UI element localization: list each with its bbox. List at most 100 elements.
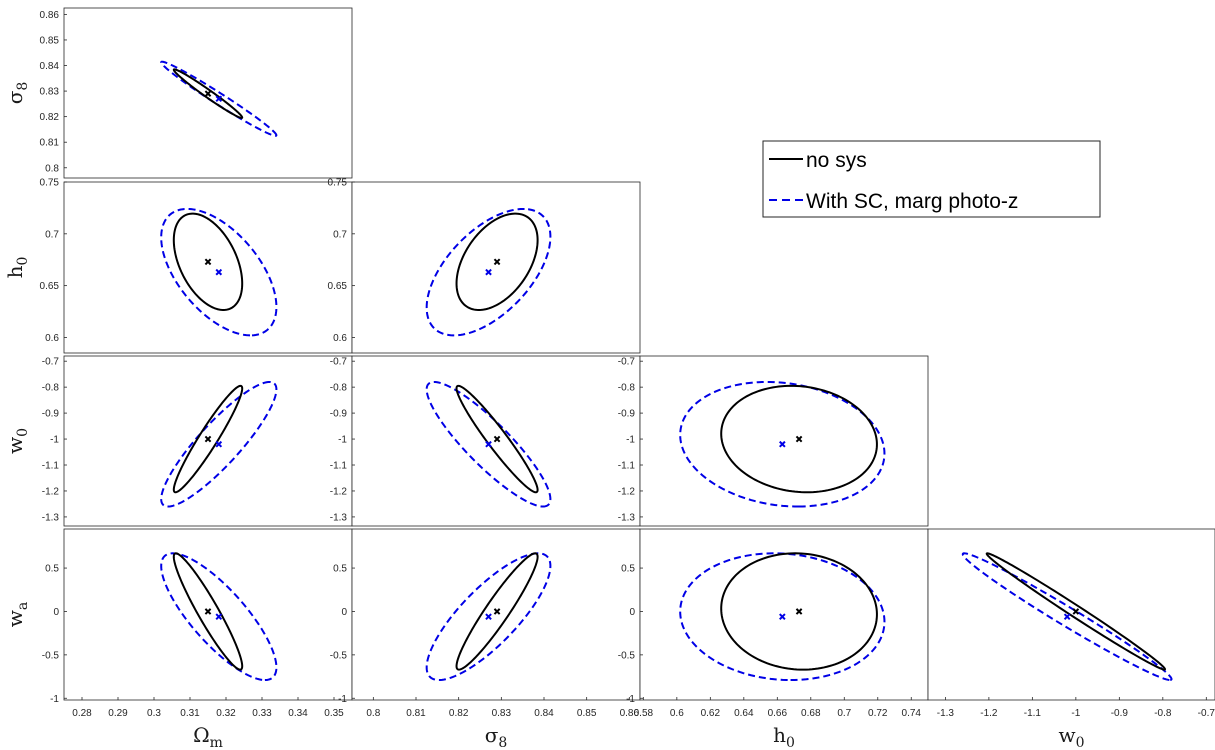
x-tick-label: 0.64: [734, 708, 754, 719]
x-tick-label: 0.85: [577, 708, 597, 719]
ellipse-group: [679, 380, 886, 508]
y-tick-label: -0.9: [42, 409, 60, 420]
panel-om-s8: 0.8 0.81 0.82 0.83 0.84 0.85 0.86: [40, 7, 353, 179]
axis-label-om: Ωm: [193, 723, 223, 750]
x-tick-label: 0.3: [147, 708, 161, 719]
y-tick-label: 0: [53, 607, 59, 618]
y-tick-label: -1: [50, 435, 59, 446]
axis-label-w0: w0: [3, 428, 31, 454]
ellipse-sc-marg-photoz: [679, 552, 886, 682]
y-tick-label: -0.7: [330, 357, 348, 368]
x-tick-label: 0.58: [634, 708, 654, 719]
y-tick-label: -1.3: [42, 512, 60, 523]
y-tick-label: 0.81: [40, 138, 60, 149]
axis-label-w0: w0: [1058, 723, 1084, 750]
panel-s8-w0: -1.3 -1.2 -1.1 -1 -0.9 -0.8 -0.7: [330, 355, 641, 527]
x-tick-label: 0.81: [406, 708, 426, 719]
y-tick-label: -1.3: [618, 512, 636, 523]
ellipse-no-sys: [172, 552, 244, 671]
panel-s8-h0: 0.6 0.65 0.7 0.75: [328, 178, 641, 354]
x-tick-label: 0.83: [492, 708, 512, 719]
axis-label-sub: a: [15, 602, 31, 610]
axis-label-h0: h0: [3, 257, 31, 279]
panel-s8-wa: -1 -0.5 0 0.5 0.8 0.81 0.82 0.83 0.84 0.85 0.86: [330, 528, 641, 719]
panel-om-h0: 0.6 0.65 0.7 0.75: [40, 178, 353, 354]
panel-h0-wa: -1 -0.5 0 0.5 0.58 0.6 0.62 0.64 0.66 0.68 0.7 0.72…: [618, 528, 929, 719]
fiducial-marker-nosys: [795, 435, 803, 443]
ellipse-no-sys: [985, 552, 1167, 671]
y-tick-label: -0.9: [330, 409, 348, 420]
y-tick-label: 0.65: [40, 281, 60, 292]
fiducial-marker-sc: [485, 268, 492, 276]
fiducial-marker-sc: [779, 613, 786, 620]
y-tick-label: -0.5: [330, 650, 348, 661]
x-tick-label: 0.66: [768, 708, 788, 719]
panel-frame: [63, 181, 353, 354]
x-tick-label: 0.8: [366, 708, 380, 719]
ellipse-group: [425, 552, 552, 682]
axis-label-s8: σ8: [485, 723, 508, 750]
x-tick-label: 0.68: [801, 708, 821, 719]
y-tick-label: 0.75: [328, 178, 348, 189]
y-tick-label: 0.7: [45, 229, 59, 240]
x-tick-label: 0.34: [288, 708, 308, 719]
y-tick-label: 0: [341, 607, 347, 618]
x-tick-label: 0.7: [837, 708, 851, 719]
ellipse-sc-marg-photoz: [425, 207, 552, 337]
x-tick-label: 0.72: [868, 708, 888, 719]
x-tick-label: 0.6: [670, 708, 684, 719]
fiducial-marker-sc: [215, 268, 223, 276]
x-tick-label: 0.74: [902, 708, 922, 719]
fiducial-marker-nosys: [204, 608, 212, 615]
ellipse-sc-marg-photoz: [160, 60, 278, 137]
axis-label-base: w: [1058, 723, 1075, 747]
axis-label-base: Ω: [193, 723, 210, 747]
axis-label-sub: 0: [15, 428, 31, 437]
x-tick-label: -0.9: [1111, 708, 1129, 719]
x-tick-label: -0.7: [1198, 708, 1215, 719]
y-tick-label: 0.5: [621, 564, 635, 575]
y-tick-label: 0: [629, 607, 635, 618]
legend-label-sc: With SC, marg photo-z: [806, 190, 1018, 213]
panel-h0-w0: -1.3 -1.2 -1.1 -1 -0.9 -0.8 -0.7: [618, 355, 929, 527]
y-tick-label: 0.75: [40, 178, 60, 189]
axis-label-sub: 0: [1076, 735, 1085, 750]
y-tick-label: -0.8: [42, 383, 60, 394]
fiducial-marker-sc: [215, 95, 223, 103]
fiducial-marker-sc: [779, 440, 786, 448]
ellipse-group: [425, 207, 552, 337]
ellipse-sc-marg-photoz: [679, 380, 886, 508]
axis-label-base: h: [3, 265, 27, 278]
axis-label-base: w: [3, 437, 27, 454]
fiducial-marker-nosys: [204, 90, 212, 97]
x-tick-label: 0.31: [180, 708, 200, 719]
panel-om-w0: -1.3 -1.2 -1.1 -1 -0.9 -0.8 -0.7: [42, 355, 353, 527]
y-tick-label: -1.2: [618, 486, 636, 497]
ellipse-no-sys: [455, 384, 539, 494]
x-tick-label: -1: [1071, 708, 1080, 719]
y-tick-label: -1.2: [42, 486, 60, 497]
y-tick-label: 0.7: [333, 229, 347, 240]
x-tick-label: 0.82: [449, 708, 469, 719]
y-tick-label: 0.6: [45, 333, 59, 344]
ellipse-group: [160, 207, 278, 337]
panel-om-wa: -1 -0.5 0 0.5 0.28 0.29 0.3 0.31 0.32 0.33 0.34 0.3…: [42, 528, 353, 719]
fiducial-marker-sc: [1063, 613, 1071, 620]
ellipse-group: [425, 380, 552, 508]
fiducial-marker-nosys: [493, 435, 501, 443]
ellipse-sc-marg-photoz: [160, 380, 278, 508]
y-tick-label: 0.5: [45, 564, 59, 575]
y-tick-label: 0.8: [45, 163, 59, 174]
ellipse-group: [160, 552, 278, 682]
panel-frame: [351, 528, 641, 701]
ellipse-no-sys: [172, 212, 244, 311]
ellipse-no-sys: [172, 68, 244, 119]
ellipse-sc-marg-photoz: [160, 552, 278, 682]
x-tick-label: 0.29: [108, 708, 128, 719]
ellipse-sc-marg-photoz: [961, 552, 1173, 682]
y-tick-label: -1.3: [330, 512, 348, 523]
fiducial-marker-sc: [485, 613, 492, 620]
panel-frame: [351, 181, 641, 354]
